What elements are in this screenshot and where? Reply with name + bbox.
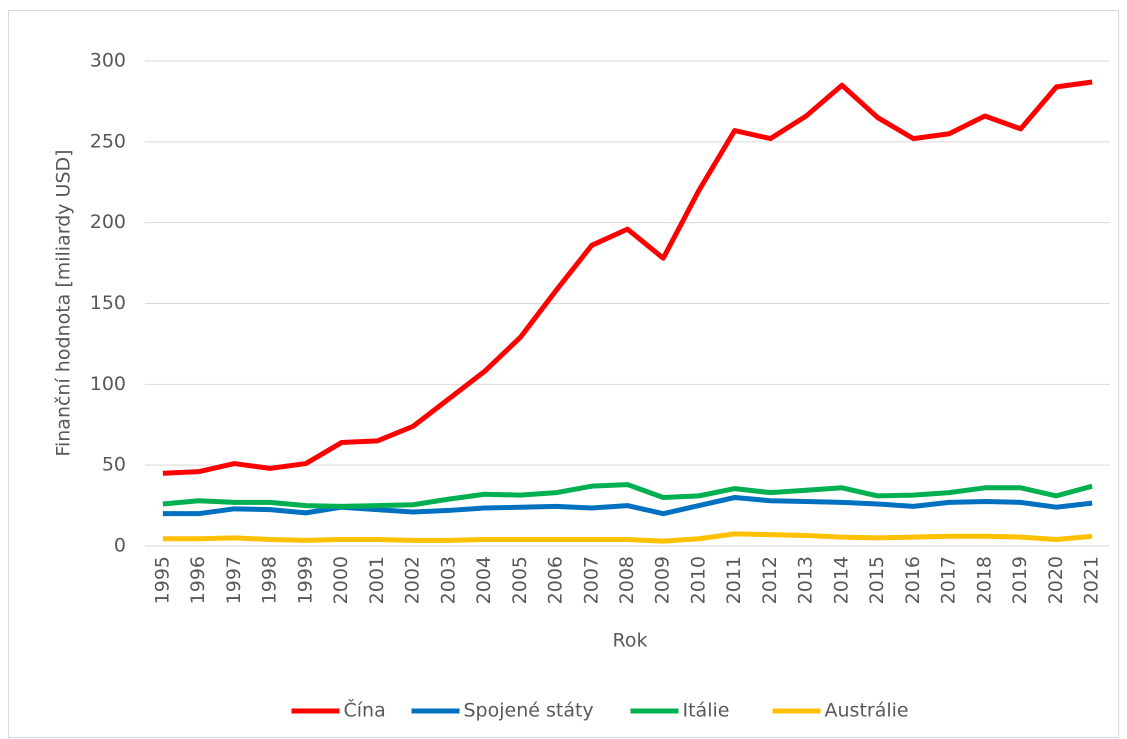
x-axis-title: Rok <box>613 630 648 652</box>
y-tick-label: 100 <box>90 373 126 395</box>
y-tick-label: 200 <box>90 211 126 233</box>
x-tick-label: 2009 <box>652 556 674 604</box>
x-tick-label: 1998 <box>259 556 281 604</box>
x-tick-label: 2007 <box>580 556 602 604</box>
legend-label: Spojené státy <box>464 700 594 722</box>
x-tick-label: 2002 <box>402 556 424 604</box>
y-tick-label: 50 <box>102 454 126 476</box>
line-series <box>162 531 1093 544</box>
x-tick-label: 2020 <box>1045 556 1067 604</box>
y-tick-label: 250 <box>90 130 126 152</box>
legend-label: Austrálie <box>825 700 909 722</box>
x-tick-label: 2016 <box>902 556 924 604</box>
x-tick-label: 2015 <box>866 556 888 604</box>
x-tick-label: 1996 <box>187 556 209 604</box>
x-tick-label: 2014 <box>830 556 852 604</box>
x-tick-label: 2000 <box>330 556 352 604</box>
x-tick-label: 2005 <box>509 556 531 604</box>
chart-frame <box>8 10 1119 738</box>
x-tick-label: 1997 <box>223 556 245 604</box>
x-tick-label: 1999 <box>294 556 316 604</box>
x-tick-label: 2001 <box>366 556 388 604</box>
x-tick-label: 2010 <box>687 556 709 604</box>
legend-label: Čína <box>344 698 386 722</box>
x-tick-label: 2006 <box>545 556 567 604</box>
line-series <box>162 495 1093 517</box>
x-tick-label: 2012 <box>759 556 781 604</box>
x-tick-label: 2008 <box>616 556 638 604</box>
x-tick-label: 2004 <box>473 556 495 604</box>
y-axis-title: Finanční hodnota [miliardy USD] <box>53 149 75 456</box>
x-tick-label: 1995 <box>151 556 173 604</box>
line-series <box>162 79 1093 476</box>
x-tick-label: 2019 <box>1009 556 1031 604</box>
legend-label: Itálie <box>683 700 730 722</box>
x-tick-label: 2011 <box>723 556 745 604</box>
x-tick-label: 2013 <box>795 556 817 604</box>
x-tick-label: 2018 <box>973 556 995 604</box>
x-tick-label: 2021 <box>1081 556 1103 604</box>
y-tick-label: 150 <box>90 292 126 314</box>
y-tick-label: 0 <box>114 535 126 557</box>
y-tick-label: 300 <box>90 50 126 72</box>
x-tick-label: 2003 <box>437 556 459 604</box>
x-tick-label: 2017 <box>938 556 960 604</box>
line-series <box>162 482 1093 509</box>
